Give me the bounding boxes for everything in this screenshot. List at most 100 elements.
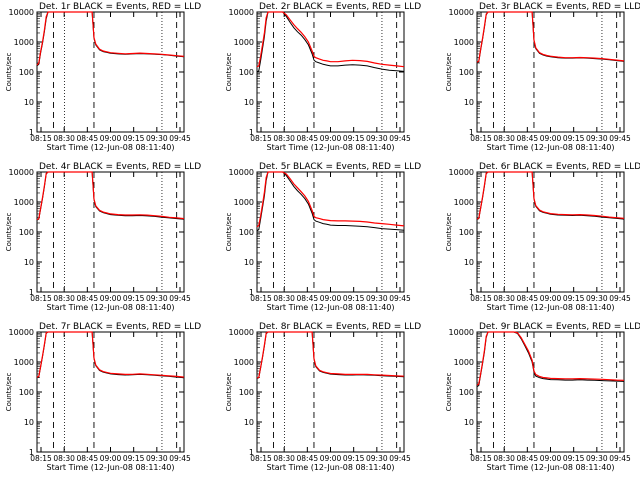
chart-title: Det. 1r BLACK = Events, RED = LLD xyxy=(39,2,201,12)
x-tick-label: 08:30 xyxy=(493,294,515,303)
x-axis-label: Start Time (12-Jun-08 08:11:40) xyxy=(487,463,615,472)
y-tick-label: 10000 xyxy=(449,328,474,337)
chart-panel-2: Det. 2r BLACK = Events, RED = LLD 1 10 100 1… xyxy=(225,2,421,152)
x-tick-label: 08:15 xyxy=(250,454,272,463)
x-tick-label: 08:15 xyxy=(30,454,52,463)
x-tick-label: 08:15 xyxy=(250,134,272,143)
y-tick-label: 1000 xyxy=(234,198,254,207)
chart-panel-8: Det. 8r BLACK = Events, RED = LLD 1 10 100 1… xyxy=(225,322,421,472)
y-tick-label: 1000 xyxy=(234,38,254,47)
x-tick-label: 08:30 xyxy=(53,294,75,303)
y-tick-label: 1 xyxy=(29,128,34,137)
y-tick-label: 100 xyxy=(239,388,254,397)
x-tick-label: 09:15 xyxy=(563,134,585,143)
y-tick-label: 10000 xyxy=(9,168,34,177)
y-axis-label: Counts/sec xyxy=(225,373,233,412)
x-tick-label: 08:15 xyxy=(470,454,492,463)
x-tick-label: 09:00 xyxy=(100,294,122,303)
y-tick-label: 1 xyxy=(29,288,34,297)
x-tick-label: 08:45 xyxy=(297,454,319,463)
x-axis-label: Start Time (12-Jun-08 08:11:40) xyxy=(487,303,615,312)
y-tick-label: 100 xyxy=(19,228,34,237)
y-tick-label: 10000 xyxy=(449,168,474,177)
chart-panel-7: Det. 7r BLACK = Events, RED = LLD 1 10 100 1… xyxy=(5,322,201,472)
x-axis-label: Start Time (12-Jun-08 08:11:40) xyxy=(487,143,615,152)
series-lld-line xyxy=(36,331,185,378)
x-tick-label: 09:45 xyxy=(609,294,631,303)
series-lld-line xyxy=(36,11,185,66)
y-axis-label: Counts/sec xyxy=(445,53,453,92)
x-tick-label: 09:00 xyxy=(320,134,342,143)
y-tick-label: 100 xyxy=(19,68,34,77)
chart-title: Det. 7r BLACK = Events, RED = LLD xyxy=(39,322,201,332)
x-tick-label: 08:30 xyxy=(273,454,295,463)
x-axis-label: Start Time (12-Jun-08 08:11:40) xyxy=(47,303,175,312)
x-tick-label: 09:00 xyxy=(320,294,342,303)
series-lld-line xyxy=(256,11,405,68)
x-axis-label: Start Time (12-Jun-08 08:11:40) xyxy=(267,463,395,472)
x-axis-label: Start Time (12-Jun-08 08:11:40) xyxy=(267,303,395,312)
y-axis-label: Counts/sec xyxy=(445,213,453,252)
y-tick-label: 1 xyxy=(249,448,254,457)
y-tick-label: 10000 xyxy=(449,8,474,17)
chart-title: Det. 4r BLACK = Events, RED = LLD xyxy=(39,162,201,172)
x-tick-label: 09:30 xyxy=(586,454,608,463)
y-tick-label: 1000 xyxy=(14,38,34,47)
x-tick-label: 08:45 xyxy=(517,134,539,143)
x-tick-label: 09:30 xyxy=(146,134,168,143)
chart-title: Det. 3r BLACK = Events, RED = LLD xyxy=(479,2,640,12)
x-axis-label: Start Time (12-Jun-08 08:11:40) xyxy=(267,143,395,152)
y-tick-label: 100 xyxy=(239,68,254,77)
x-tick-label: 09:45 xyxy=(169,294,191,303)
y-axis-label: Counts/sec xyxy=(445,373,453,412)
x-tick-label: 09:15 xyxy=(563,294,585,303)
x-tick-label: 09:00 xyxy=(540,134,562,143)
x-tick-label: 09:15 xyxy=(343,134,365,143)
x-tick-label: 09:15 xyxy=(123,454,145,463)
x-tick-label: 09:15 xyxy=(563,454,585,463)
x-tick-label: 08:45 xyxy=(297,294,319,303)
x-tick-label: 08:30 xyxy=(493,454,515,463)
y-tick-label: 10 xyxy=(24,98,34,107)
x-tick-label: 09:15 xyxy=(343,454,365,463)
x-tick-label: 09:45 xyxy=(609,454,631,463)
y-tick-label: 10000 xyxy=(229,328,254,337)
y-tick-label: 100 xyxy=(19,388,34,397)
chart-title: Det. 5r BLACK = Events, RED = LLD xyxy=(259,162,421,172)
y-axis-label: Counts/sec xyxy=(5,53,13,92)
x-tick-label: 08:30 xyxy=(493,134,515,143)
y-tick-label: 100 xyxy=(459,388,474,397)
panels-container: Det. 1r BLACK = Events, RED = LLD 1 10 100 1… xyxy=(5,2,640,472)
x-tick-label: 09:00 xyxy=(320,454,342,463)
x-tick-label: 08:45 xyxy=(77,454,99,463)
x-tick-label: 08:15 xyxy=(470,134,492,143)
x-tick-label: 09:30 xyxy=(146,294,168,303)
x-tick-label: 08:30 xyxy=(273,294,295,303)
y-axis-label: Counts/sec xyxy=(225,213,233,252)
x-tick-label: 09:30 xyxy=(366,454,388,463)
x-tick-label: 09:30 xyxy=(366,294,388,303)
y-tick-label: 1 xyxy=(469,448,474,457)
y-tick-label: 100 xyxy=(459,68,474,77)
y-tick-label: 10000 xyxy=(9,8,34,17)
series-lld-line xyxy=(476,11,625,63)
x-tick-label: 09:30 xyxy=(366,134,388,143)
x-tick-label: 09:30 xyxy=(586,294,608,303)
y-tick-label: 1 xyxy=(29,448,34,457)
chart-title: Det. 2r BLACK = Events, RED = LLD xyxy=(259,2,421,12)
chart-title: Det. 8r BLACK = Events, RED = LLD xyxy=(259,322,421,332)
y-tick-label: 10 xyxy=(244,258,254,267)
x-tick-label: 08:45 xyxy=(77,294,99,303)
chart-panel-3: Det. 3r BLACK = Events, RED = LLD 1 10 100 1… xyxy=(445,2,640,152)
chart-title: Det. 9r BLACK = Events, RED = LLD xyxy=(479,322,640,332)
x-tick-label: 09:45 xyxy=(389,134,411,143)
y-tick-label: 10 xyxy=(464,258,474,267)
x-tick-label: 09:45 xyxy=(169,134,191,143)
x-tick-label: 09:15 xyxy=(343,294,365,303)
y-tick-label: 10000 xyxy=(229,8,254,17)
y-tick-label: 10 xyxy=(24,258,34,267)
y-tick-label: 1 xyxy=(249,288,254,297)
x-tick-label: 09:00 xyxy=(100,454,122,463)
